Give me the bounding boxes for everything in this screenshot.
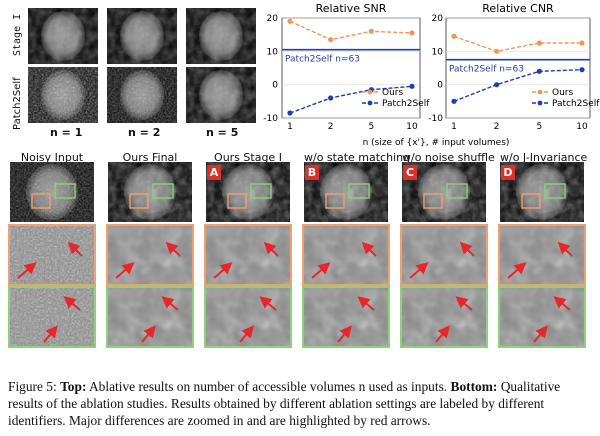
- ablation-tag: A: [207, 165, 221, 180]
- ablation-tag: D: [501, 165, 515, 180]
- caption-top-bold: Top:: [60, 379, 87, 394]
- caption-label: Figure 5:: [8, 379, 57, 394]
- x-tick-label: 2: [328, 122, 334, 132]
- caption-bottom-text: Qualitative results of the ablation stud…: [8, 379, 561, 428]
- brain-slice: [304, 162, 388, 222]
- legend-label: Patch2Self: [382, 99, 430, 109]
- data-point: [536, 40, 542, 46]
- brain-stage1-n1: [28, 8, 98, 64]
- brain-slice: [402, 162, 486, 222]
- series-line: [453, 68, 583, 102]
- chart-frame: [281, 17, 421, 119]
- brain-patch2self-n1: [28, 67, 98, 123]
- x-tick-label: 10: [406, 122, 418, 132]
- data-point: [451, 98, 457, 104]
- column-title: Ours Final: [122, 151, 178, 164]
- legend-marker: [367, 89, 373, 95]
- column-title: w/o state matching: [304, 151, 411, 164]
- data-point: [494, 82, 500, 88]
- legend-label: Patch2Self: [552, 99, 600, 109]
- data-point: [494, 48, 500, 54]
- y-tick-label: 10: [432, 47, 444, 57]
- ablation-tag: B: [305, 165, 319, 180]
- n-label-2: n = 2: [128, 126, 161, 139]
- column-title: Noisy Input: [20, 151, 84, 164]
- zoom-green: [106, 286, 194, 348]
- chart-frame: [445, 17, 591, 119]
- legend-marker: [537, 100, 543, 106]
- row-label-patch2self: Patch2Self: [12, 77, 23, 130]
- caption-bottom-bold: Bottom:: [450, 379, 498, 394]
- brain-patch2self-n5: [186, 67, 256, 123]
- caption-top-text: Ablative results on number of accessible…: [89, 379, 448, 394]
- brain-stage1-n2: [107, 8, 177, 64]
- data-point: [328, 95, 334, 101]
- x-tick-label: 5: [536, 122, 542, 132]
- n-label-5: n = 5: [206, 126, 239, 139]
- column-title: w/o noise shuffle: [402, 151, 495, 164]
- data-point: [368, 28, 374, 34]
- zoom-green: [204, 286, 292, 348]
- chart-title: Relative CNR: [482, 2, 554, 15]
- data-point: [579, 40, 585, 46]
- legend-marker: [367, 100, 373, 106]
- data-point: [409, 30, 415, 36]
- zoom-orange: [204, 224, 292, 286]
- series-line: [453, 35, 582, 53]
- y-tick-label: 20: [432, 14, 444, 24]
- data-point: [328, 37, 334, 43]
- x-tick-label: 5: [368, 122, 374, 132]
- zoom-green: [302, 286, 390, 348]
- column-title: Ours Stage I: [214, 151, 282, 164]
- reference-label: Patch2Self n=63: [285, 55, 360, 65]
- zoom-green: [8, 286, 96, 348]
- y-tick-label: -10: [263, 114, 278, 124]
- y-tick-label: 10: [267, 47, 279, 57]
- zoom-green: [498, 286, 586, 348]
- zoom-orange: [400, 224, 488, 286]
- legend-marker: [537, 89, 543, 95]
- data-point: [451, 33, 457, 39]
- brain-slice: [108, 162, 192, 222]
- column-title: w/o J-Invariance: [500, 151, 588, 164]
- zoom-orange: [498, 224, 586, 286]
- brain-patch2self-n2: [107, 67, 177, 123]
- zoom-orange: [302, 224, 390, 286]
- data-point: [287, 18, 293, 24]
- y-tick-label: 0: [272, 81, 278, 91]
- x-tick-label: 2: [494, 122, 500, 132]
- x-tick-label: 10: [576, 122, 588, 132]
- chart-title: Relative SNR: [316, 2, 387, 15]
- series-line: [289, 85, 413, 114]
- y-tick-label: -10: [428, 114, 443, 124]
- figure-caption: Figure 5: Top: Ablative results on numbe…: [8, 378, 596, 429]
- brain-slice: [10, 162, 94, 222]
- y-tick-label: 0: [437, 81, 443, 91]
- data-point: [579, 67, 585, 73]
- data-point: [287, 110, 293, 116]
- n-label-1: n = 1: [50, 126, 83, 139]
- reference-label: Patch2Self n=63: [449, 65, 524, 75]
- data-point: [409, 83, 415, 89]
- zoom-green: [400, 286, 488, 348]
- brain-stage1-n5: [186, 8, 256, 64]
- zoom-orange: [8, 224, 96, 286]
- y-tick-label: 20: [267, 14, 279, 24]
- zoom-orange: [106, 224, 194, 286]
- row-label-stage1: Stage I: [12, 13, 23, 56]
- x-tick-label: 1: [451, 122, 457, 132]
- x-tick-label: 1: [287, 122, 293, 132]
- ablation-tag: C: [403, 165, 417, 180]
- data-point: [536, 68, 542, 74]
- legend-label: Ours: [552, 88, 573, 98]
- x-axis-label: n (size of {x'}, # input volumes): [363, 138, 510, 148]
- legend-label: Ours: [382, 88, 403, 98]
